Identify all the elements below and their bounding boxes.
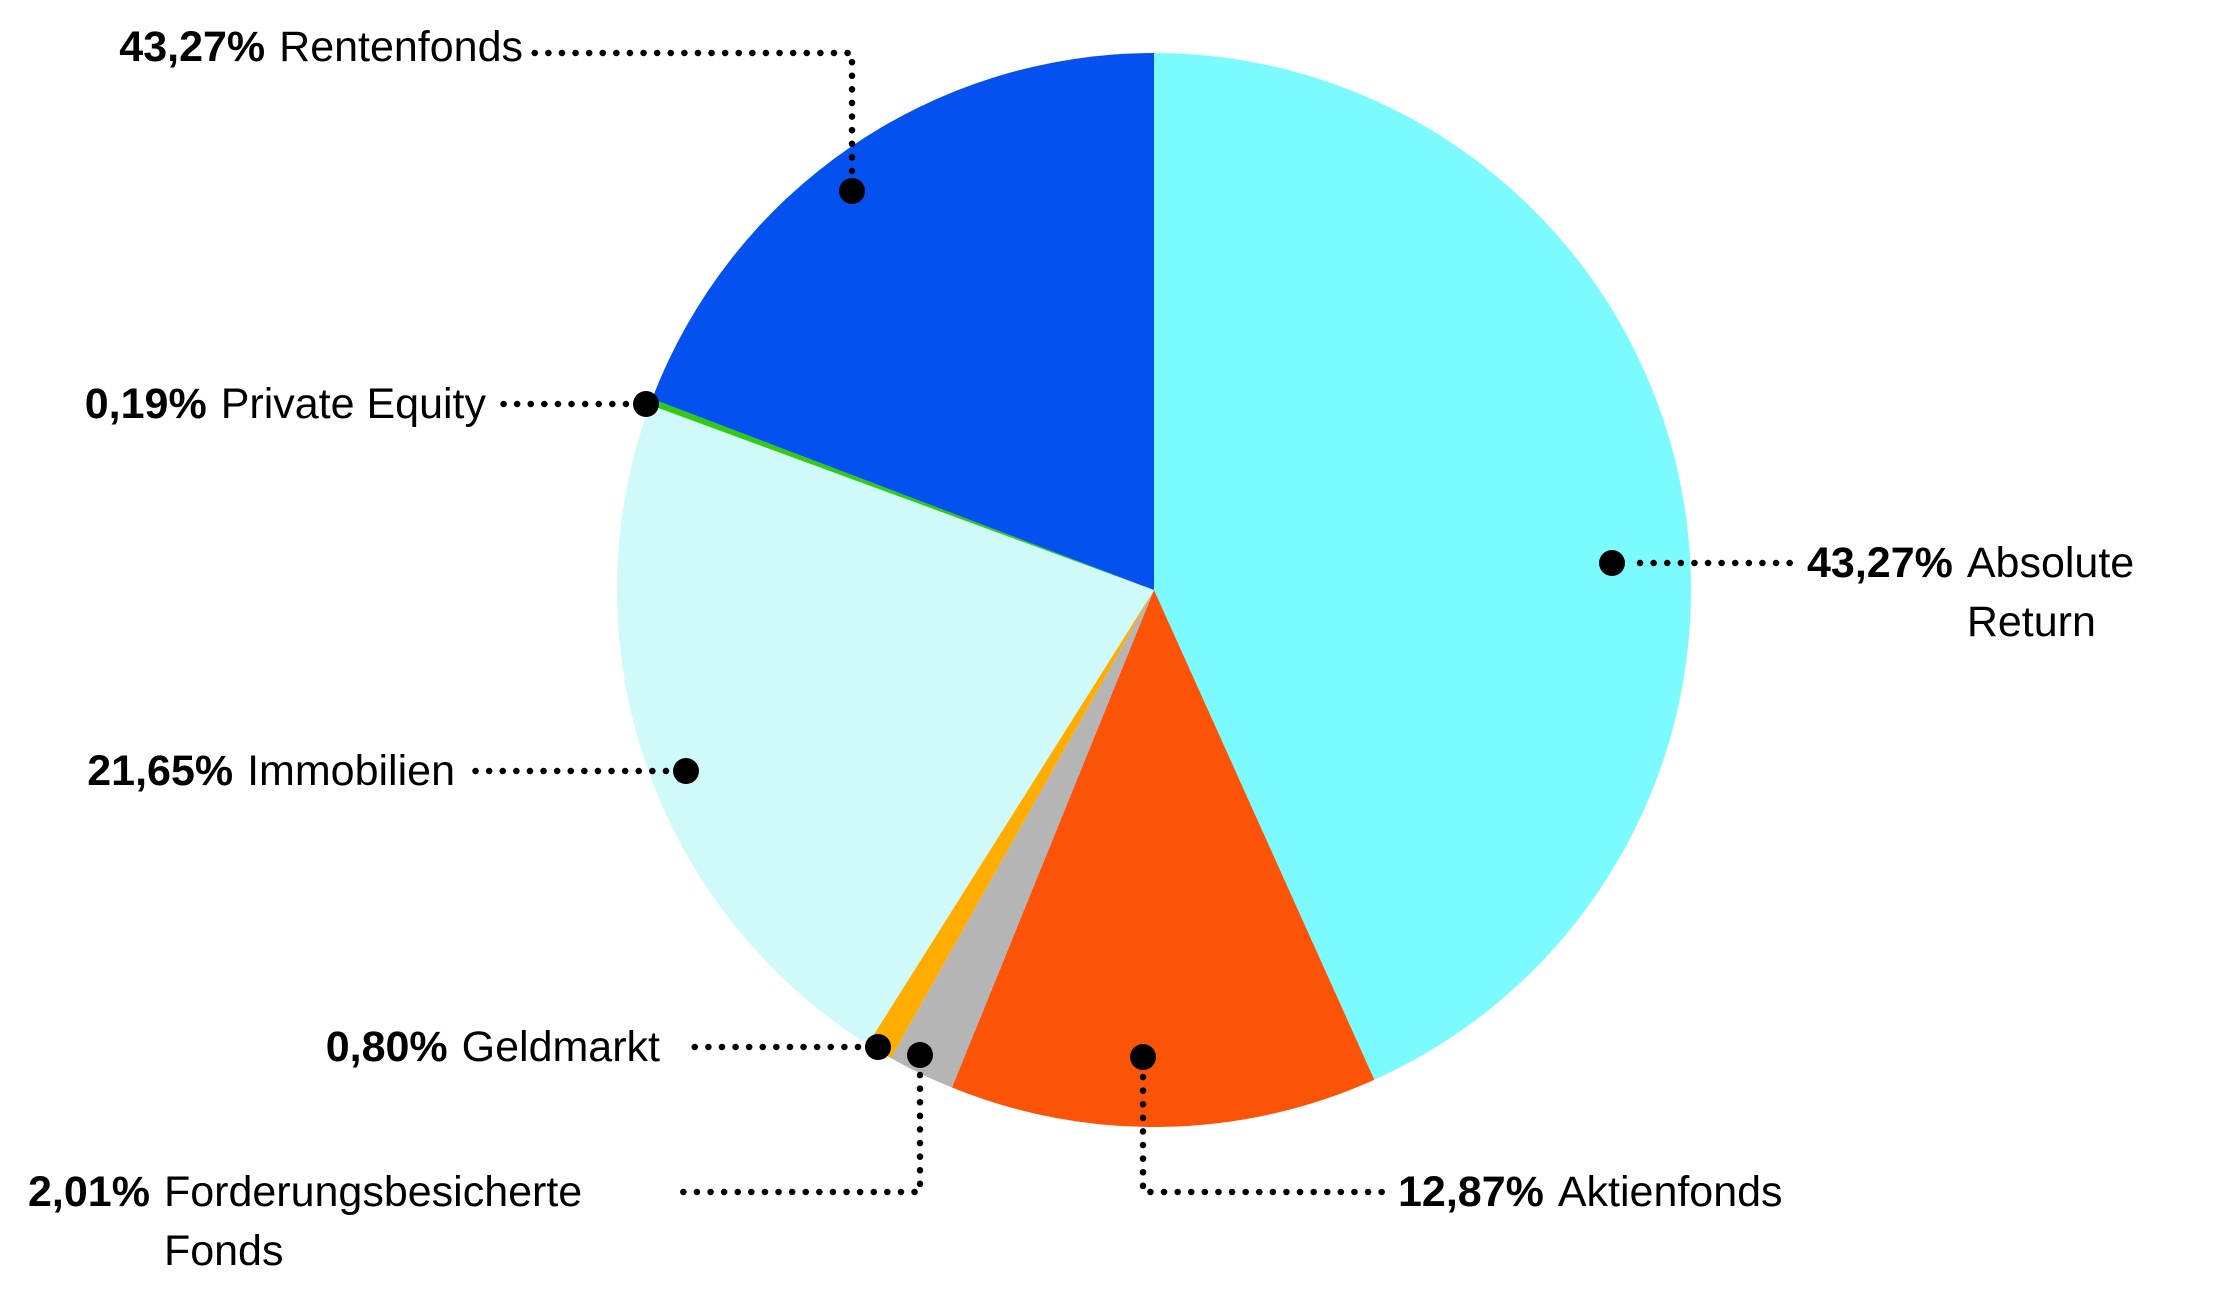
pie-slice-private-equity xyxy=(649,398,1154,590)
slice-label-aktienfonds: 12,87% Aktienfonds xyxy=(1398,1163,1783,1222)
pie-slice-aktienfonds xyxy=(951,590,1375,1127)
leader-line-forderungsbesicherte-fonds xyxy=(679,1071,924,1196)
slice-label-rentenfonds: 43,27% Rentenfonds xyxy=(119,18,523,77)
pie-slice-immobilien xyxy=(617,404,1154,1045)
pie-slice-geldmarkt xyxy=(867,590,1154,1059)
leader-dot-forderungsbesicherte-fonds xyxy=(907,1042,933,1068)
slice-name: Forderungsbesicherte Fonds xyxy=(163,1168,583,1275)
slice-name: Geldmarkt xyxy=(461,1023,660,1071)
leader-dot-private-equity xyxy=(633,391,659,417)
slice-percent: 12,87% xyxy=(1398,1168,1544,1216)
slice-label-private-equity: 0,19% Private Equity xyxy=(85,375,486,434)
slice-name: Absolute Return xyxy=(1966,539,2135,646)
slice-label-geldmarkt: 0,80% Geldmarkt xyxy=(326,1018,660,1077)
slice-label-forderungsbesicherte-fonds: 2,01% Forderungsbesicherte Fonds xyxy=(28,1163,704,1281)
leader-dot-immobilien xyxy=(673,758,699,784)
leader-line-rentenfonds xyxy=(529,49,856,175)
slice-name: Immobilien xyxy=(247,747,455,795)
pie-slice-rentenfonds xyxy=(652,53,1154,590)
slice-percent: 2,01% xyxy=(28,1168,150,1216)
slice-label-immobilien: 21,65% Immobilien xyxy=(87,742,455,801)
pie-slice-absolute-return xyxy=(1154,53,1691,1080)
leader-dot-geldmarkt xyxy=(865,1034,891,1060)
slice-name: Aktienfonds xyxy=(1557,1168,1783,1216)
slice-percent: 21,65% xyxy=(87,747,234,795)
leader-dot-rentenfonds xyxy=(839,178,865,204)
slice-percent: 0,19% xyxy=(84,380,207,428)
leader-dot-absolute-return xyxy=(1599,550,1625,576)
slice-name: Private Equity xyxy=(220,380,486,428)
slice-percent: 43,27% xyxy=(1807,539,1953,587)
slice-label-absolute-return: 43,27% Absolute Return xyxy=(1807,534,2195,652)
leader-dot-aktienfonds xyxy=(1130,1044,1156,1070)
slice-percent: 43,27% xyxy=(119,23,266,71)
slice-percent: 0,80% xyxy=(325,1023,448,1071)
leader-line-aktienfonds xyxy=(1139,1073,1389,1196)
slice-name: Rentenfonds xyxy=(279,23,523,71)
pie-slice-forderungsbesicherte-fonds xyxy=(890,590,1154,1088)
